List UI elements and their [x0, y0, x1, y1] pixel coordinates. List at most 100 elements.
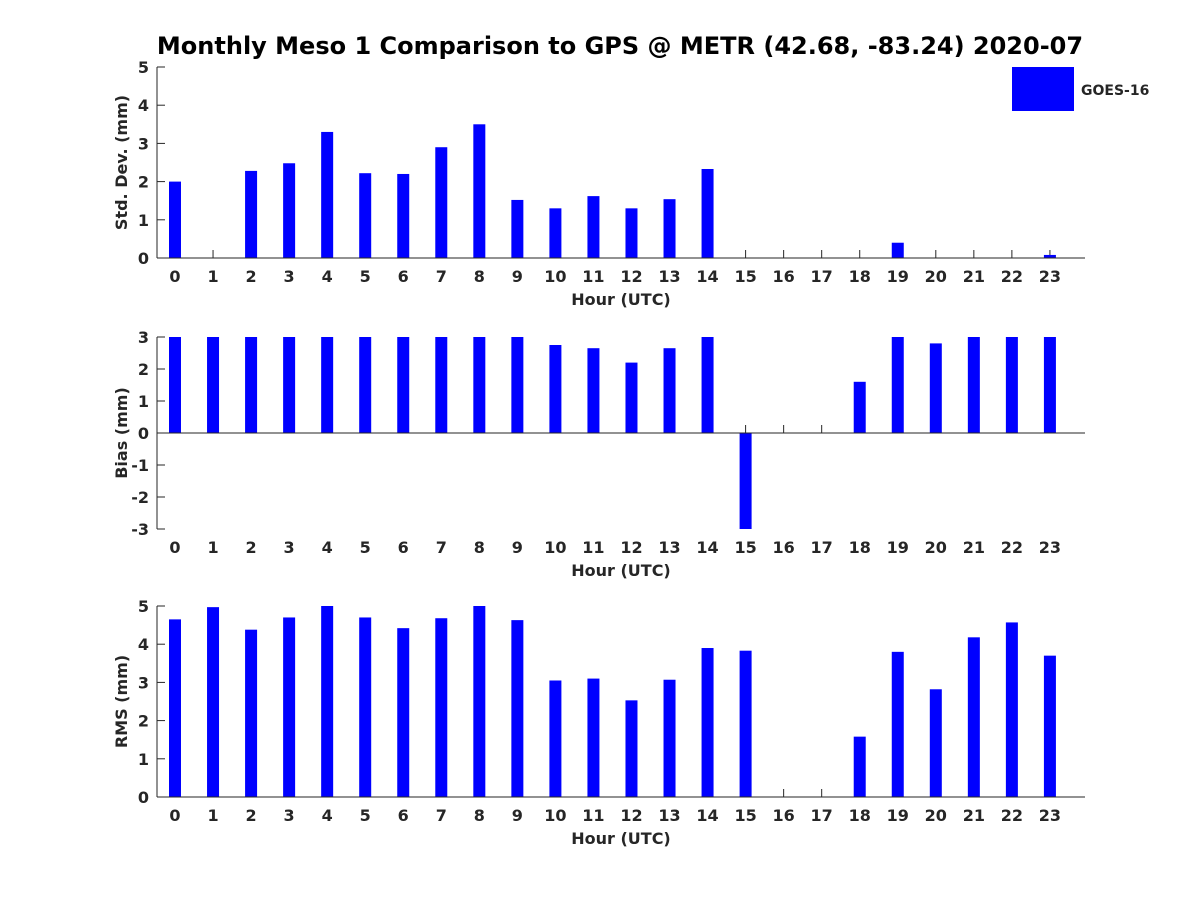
bar: [435, 147, 448, 258]
x-tick-label: 18: [849, 267, 871, 286]
y-tick-label: 3: [138, 328, 149, 347]
bar: [511, 337, 524, 433]
y-tick-label: 4: [138, 96, 149, 115]
bar: [359, 617, 372, 797]
x-tick-label: 10: [544, 538, 566, 557]
x-tick-label: 7: [436, 267, 447, 286]
x-tick-label: 15: [734, 806, 756, 825]
x-tick-label: 11: [582, 806, 604, 825]
y-tick-label: 5: [138, 58, 149, 77]
chart-title: Monthly Meso 1 Comparison to GPS @ METR …: [157, 32, 1083, 60]
bar: [1043, 337, 1056, 433]
bar: [245, 170, 258, 258]
bar: [739, 433, 752, 529]
bar: [283, 337, 296, 433]
x-tick-label: 13: [658, 806, 680, 825]
x-tick-label: 8: [474, 538, 485, 557]
x-tick-label: 0: [169, 267, 180, 286]
y-tick-label: 1: [138, 392, 149, 411]
bar: [549, 208, 562, 258]
bar: [549, 680, 562, 797]
x-tick-label: 23: [1039, 806, 1061, 825]
bar: [891, 651, 904, 797]
x-tick-label: 18: [849, 538, 871, 557]
bar: [701, 168, 714, 258]
y-tick-label: -1: [131, 456, 149, 475]
x-tick-label: 17: [811, 538, 833, 557]
x-tick-label: 19: [887, 538, 909, 557]
y-tick-label: 0: [138, 788, 149, 807]
bar: [397, 628, 410, 797]
x-tick-label: 23: [1039, 267, 1061, 286]
bar: [245, 337, 258, 433]
x-tick-label: 8: [474, 806, 485, 825]
bar: [359, 337, 372, 433]
x-tick-label: 3: [284, 538, 295, 557]
x-tick-label: 20: [925, 806, 947, 825]
x-tick-label: 17: [811, 267, 833, 286]
x-tick-label: 2: [246, 538, 257, 557]
x-tick-label: 0: [169, 538, 180, 557]
x-axis-label: Hour (UTC): [571, 829, 671, 848]
bar: [701, 648, 714, 797]
bar: [321, 131, 334, 258]
bar: [359, 173, 372, 258]
x-tick-label: 14: [696, 806, 718, 825]
bar: [663, 348, 676, 433]
x-tick-label: 11: [582, 538, 604, 557]
y-tick-label: 2: [138, 173, 149, 192]
x-tick-label: 21: [963, 538, 985, 557]
x-tick-label: 9: [512, 806, 523, 825]
x-tick-label: 22: [1001, 267, 1023, 286]
y-axis-label: Bias (mm): [112, 387, 131, 479]
bar: [397, 337, 410, 433]
bar: [397, 173, 410, 258]
x-tick-label: 10: [544, 267, 566, 286]
x-tick-label: 1: [207, 267, 218, 286]
bar: [321, 337, 334, 433]
bar: [549, 345, 562, 433]
x-tick-label: 4: [322, 538, 333, 557]
x-tick-label: 6: [398, 267, 409, 286]
x-tick-label: 7: [436, 538, 447, 557]
y-tick-label: 4: [138, 635, 149, 654]
bar: [663, 679, 676, 797]
bar: [283, 163, 296, 258]
x-tick-label: 1: [207, 538, 218, 557]
bar: [663, 199, 676, 258]
x-tick-label: 12: [620, 267, 642, 286]
bar: [1005, 622, 1018, 797]
bar: [625, 700, 638, 797]
legend: GOES-16: [1012, 67, 1149, 111]
x-tick-label: 19: [887, 267, 909, 286]
x-tick-label: 2: [246, 806, 257, 825]
bar: [435, 618, 448, 797]
bar: [853, 381, 866, 433]
x-tick-label: 16: [773, 538, 795, 557]
x-tick-label: 5: [360, 806, 371, 825]
x-tick-label: 16: [773, 806, 795, 825]
bar: [511, 620, 524, 797]
bar: [891, 242, 904, 258]
bar: [169, 181, 181, 258]
bar: [169, 337, 181, 433]
bar: [967, 637, 980, 797]
y-tick-label: 2: [138, 360, 149, 379]
y-tick-label: 0: [138, 424, 149, 443]
bar: [207, 607, 220, 797]
x-tick-label: 7: [436, 806, 447, 825]
x-tick-label: 16: [773, 267, 795, 286]
bar: [853, 736, 866, 797]
x-tick-label: 21: [963, 806, 985, 825]
y-tick-label: 3: [138, 134, 149, 153]
bar: [435, 337, 448, 433]
x-tick-label: 6: [398, 806, 409, 825]
bar: [473, 337, 486, 433]
legend-swatch: [1012, 67, 1074, 111]
x-axis-label: Hour (UTC): [571, 561, 671, 580]
y-tick-label: 3: [138, 673, 149, 692]
